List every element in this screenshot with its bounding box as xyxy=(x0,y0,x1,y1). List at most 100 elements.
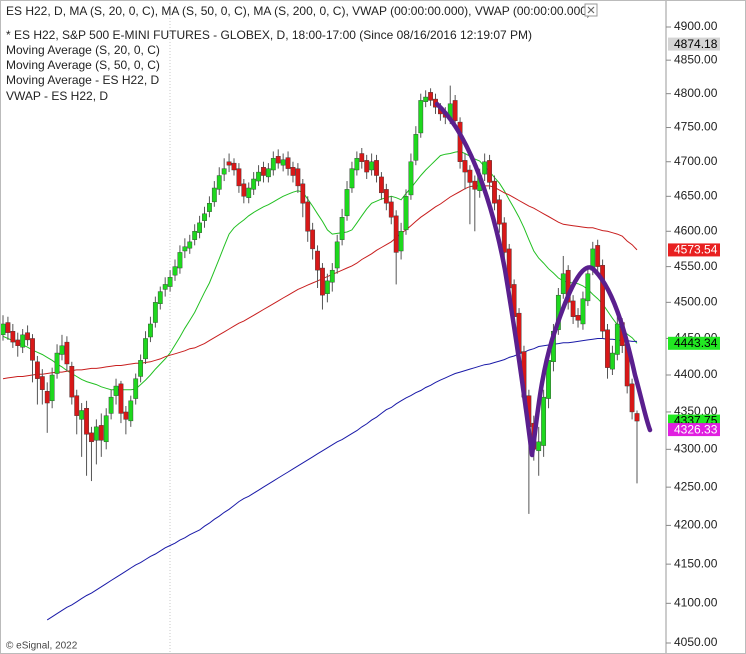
y-tick-label: 4400.00 xyxy=(674,367,718,381)
candle-body xyxy=(364,160,370,173)
y-tick-label: 4900.00 xyxy=(674,19,718,33)
price-label-box xyxy=(668,243,720,257)
candle-body xyxy=(585,273,591,302)
candle-body xyxy=(492,180,497,204)
candle-body xyxy=(69,365,75,398)
footer: © eSignal, 2022 xyxy=(6,641,78,652)
candle-body xyxy=(246,187,252,198)
candle-body xyxy=(5,322,11,333)
candle-body xyxy=(103,415,109,443)
candle-body xyxy=(408,161,414,196)
candle-body xyxy=(595,245,601,267)
candle-body xyxy=(614,323,620,355)
y-tick-label: 4150.00 xyxy=(674,556,718,570)
y-tick-label: 4100.00 xyxy=(674,595,718,609)
y-tick-label: 4050.00 xyxy=(674,635,718,649)
close-icon[interactable] xyxy=(587,6,595,14)
candle-body xyxy=(270,158,276,171)
plot-area xyxy=(0,85,640,621)
candle-body xyxy=(30,338,35,361)
candle-body xyxy=(89,432,94,443)
candle-body xyxy=(261,167,266,176)
candle-body xyxy=(59,345,65,355)
y-axis: 4050.00 4100.00 4150.00 4200.00 4250.00 4300.… xyxy=(666,19,720,649)
candle-body xyxy=(167,277,173,287)
candle-body xyxy=(600,264,605,332)
candle-body xyxy=(580,298,586,325)
close-button[interactable] xyxy=(584,3,598,17)
y-tick-label: 4800.00 xyxy=(674,86,718,100)
candle-body xyxy=(20,334,26,348)
price-label: 4326.33 xyxy=(674,422,718,436)
candle-body xyxy=(211,187,217,203)
candle-body xyxy=(536,441,542,452)
candle-body xyxy=(487,160,492,183)
price-label-box xyxy=(668,423,720,437)
candle-body xyxy=(472,180,478,190)
candle-body xyxy=(398,231,404,252)
candle-body xyxy=(15,339,21,346)
candle-body xyxy=(113,385,119,396)
candle-body xyxy=(192,231,198,240)
price-label: 4443.34 xyxy=(674,336,718,350)
candle-body xyxy=(388,201,394,218)
indicator-line xyxy=(46,338,637,621)
candle-body xyxy=(423,96,429,102)
candle-body xyxy=(418,100,424,134)
candle-body xyxy=(329,269,335,283)
candle-body xyxy=(290,167,296,176)
y-tick-label: 4250.00 xyxy=(674,479,718,493)
candle-body xyxy=(310,229,316,250)
candle-body xyxy=(374,160,379,176)
candle-body xyxy=(74,395,80,416)
candle-body xyxy=(143,338,148,360)
candle-body xyxy=(320,267,325,296)
y-tick-label: 4850.00 xyxy=(674,52,718,66)
candle-body xyxy=(393,215,399,253)
candle-body xyxy=(54,352,60,374)
price-label-box xyxy=(668,37,720,51)
candle-body xyxy=(280,159,286,166)
candle-body xyxy=(403,196,409,231)
candle-body xyxy=(324,280,330,294)
candle-body xyxy=(605,329,610,368)
candle-body xyxy=(182,246,188,252)
candle-body xyxy=(315,250,320,271)
candle-body xyxy=(300,183,306,204)
candle-body xyxy=(108,396,114,414)
candle-body xyxy=(157,291,163,304)
candle-body xyxy=(226,161,232,166)
candle-body xyxy=(221,168,227,175)
candle-body xyxy=(35,361,40,379)
candle-body xyxy=(334,241,340,269)
candle-body xyxy=(275,156,281,164)
y-tick-label: 4750.00 xyxy=(674,120,718,134)
candle-body xyxy=(379,176,384,194)
legend-entry: Moving Average - ES H22, D xyxy=(6,73,160,87)
candle-body xyxy=(349,168,355,189)
candle-body xyxy=(152,302,158,323)
candle-body xyxy=(236,168,242,187)
candle-body xyxy=(467,169,473,183)
candle-body xyxy=(428,92,433,101)
candle-body xyxy=(128,400,134,422)
price-label: 4874.18 xyxy=(674,37,718,51)
price-label-box xyxy=(668,336,720,350)
annotation xyxy=(434,101,653,458)
candle-body xyxy=(339,217,345,240)
candle-body xyxy=(413,134,419,161)
candle-body xyxy=(634,413,640,422)
candle-body xyxy=(570,300,576,317)
candle-body xyxy=(39,376,45,390)
candle-body xyxy=(383,189,389,204)
candle-body xyxy=(187,241,193,249)
candle-body xyxy=(133,378,139,399)
candle-body xyxy=(452,100,458,121)
candle-body xyxy=(177,252,183,269)
candle-body xyxy=(118,383,124,414)
candle-body xyxy=(10,331,16,343)
candle-body xyxy=(305,201,311,232)
candle-body xyxy=(496,199,502,225)
